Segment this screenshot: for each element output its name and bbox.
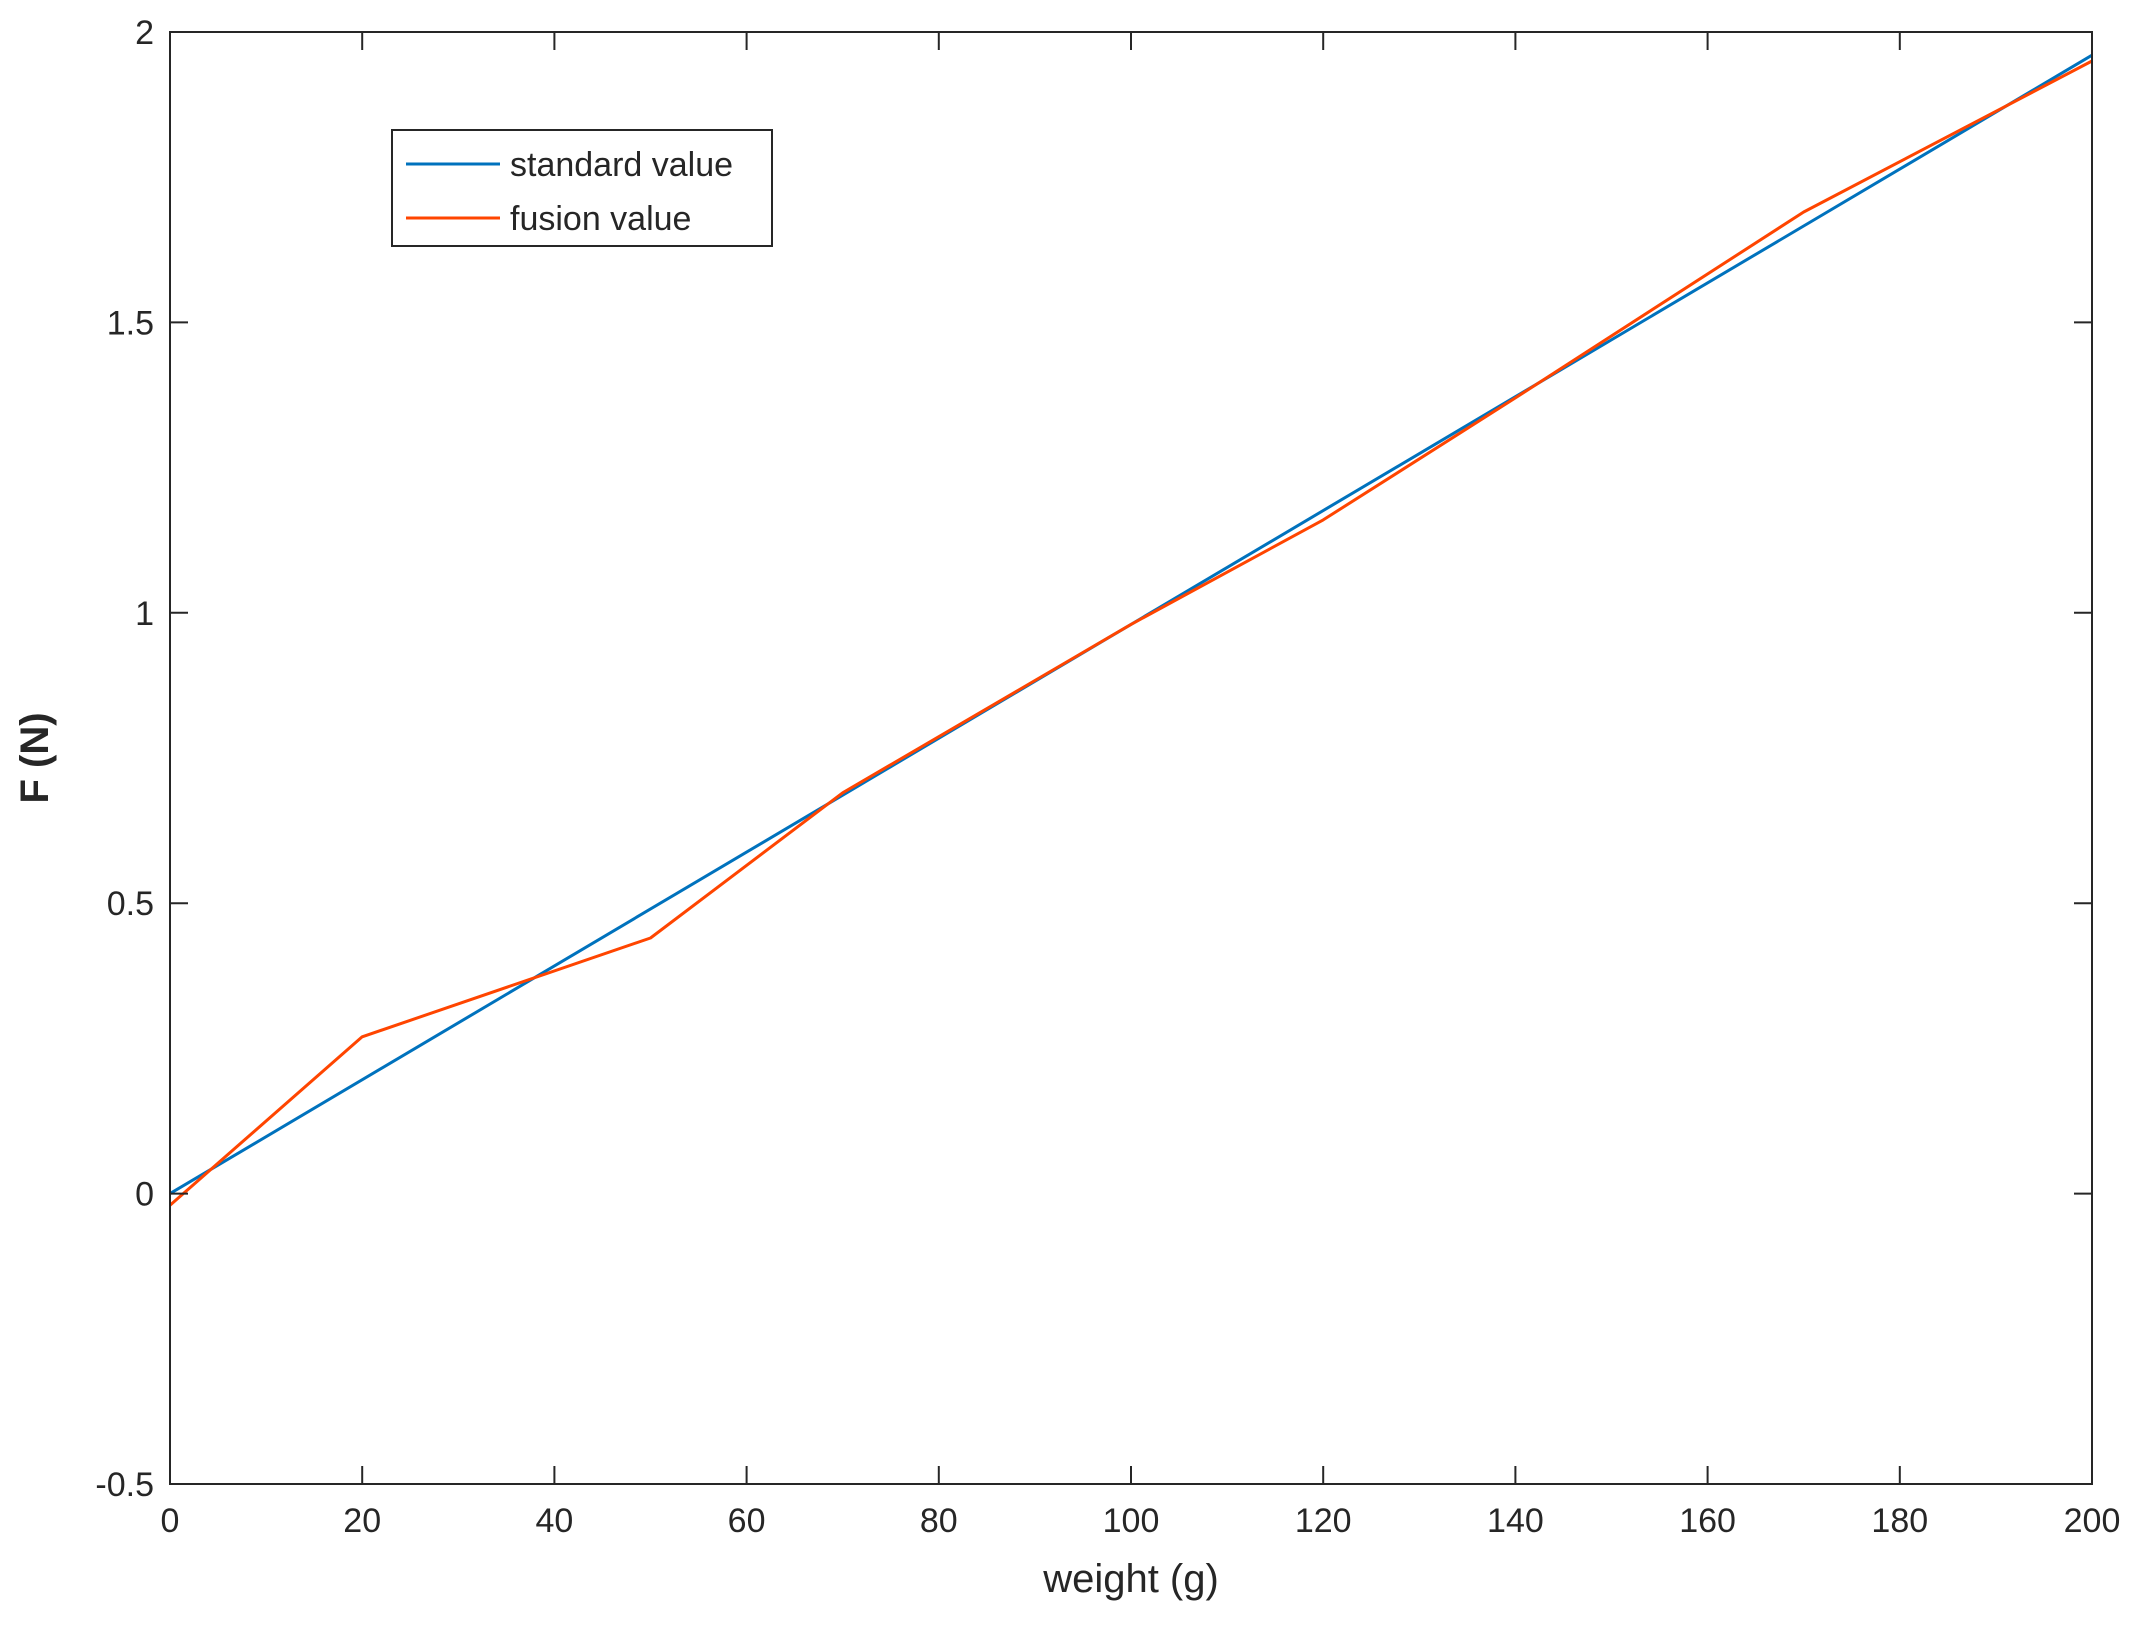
legend-box [391, 129, 773, 247]
x-axis-label: weight (g) [1042, 1557, 1219, 1601]
x-tick-label: 80 [920, 1502, 958, 1540]
y-tick-label: -0.5 [95, 1466, 154, 1504]
x-tick-label: 60 [728, 1502, 766, 1540]
series-line-1 [169, 59, 2093, 1207]
x-tick-label: 100 [1103, 1502, 1160, 1540]
x-tick-label: 140 [1487, 1502, 1544, 1540]
x-tick-label: 40 [535, 1502, 573, 1540]
y-tick-label: 0 [135, 1176, 154, 1214]
x-tick-label: 200 [2064, 1502, 2121, 1540]
x-tick-label: 20 [343, 1502, 381, 1540]
x-tick-label: 160 [1679, 1502, 1736, 1540]
legend-entry-standard: standard value [510, 146, 733, 184]
y-tick-label: 1 [135, 595, 154, 633]
plot-area [170, 32, 2092, 1484]
y-tick-label: 1.5 [107, 304, 154, 342]
y-tick-label: 0.5 [107, 885, 154, 923]
x-tick-label: 120 [1295, 1502, 1352, 1540]
series-layer [169, 53, 2093, 1207]
legend: standard value fusion value [391, 129, 773, 247]
y-axis-label: F (N) [13, 712, 57, 803]
legend-entry-fusion: fusion value [510, 200, 691, 238]
x-tick-label: 0 [161, 1502, 180, 1540]
x-tick-label: 180 [1871, 1502, 1928, 1540]
tick-layer: 0 20 40 60 80 100 120 140 160 180 200-0.500.511.52 [95, 14, 2120, 1540]
y-tick-label: 2 [135, 14, 154, 52]
